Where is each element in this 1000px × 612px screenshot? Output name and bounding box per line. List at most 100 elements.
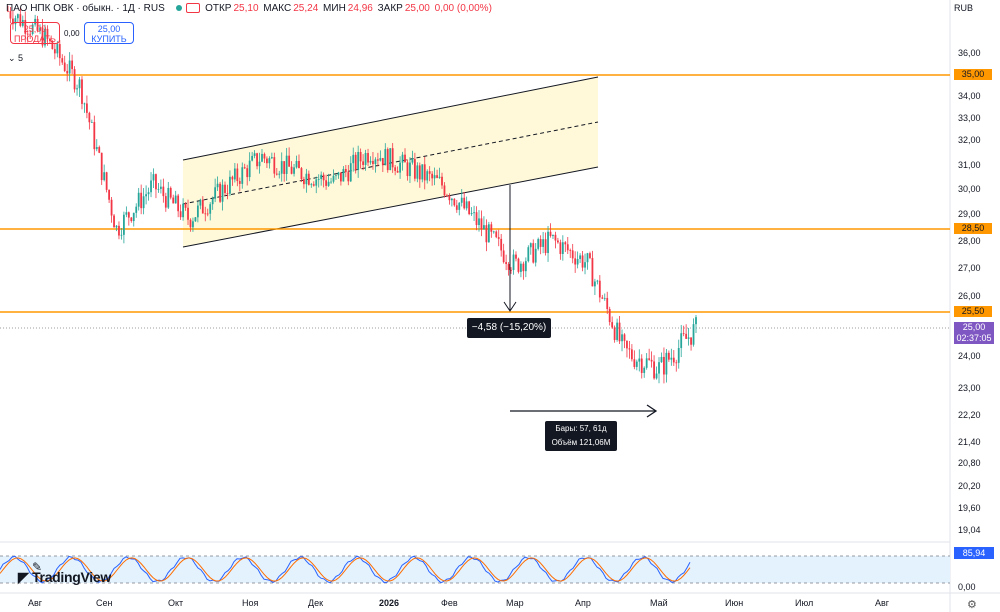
candle-body bbox=[354, 154, 357, 170]
candle-body bbox=[534, 248, 537, 263]
bar-countdown: 02:37:05 bbox=[956, 333, 992, 343]
price-axis-label: 0,00 bbox=[958, 582, 976, 592]
candle-body bbox=[196, 205, 199, 218]
candle-body bbox=[687, 337, 690, 339]
candle-body bbox=[441, 176, 443, 186]
candle-body bbox=[608, 309, 611, 323]
candle-body bbox=[458, 202, 461, 210]
candle-body bbox=[312, 184, 315, 186]
candle-body bbox=[552, 234, 554, 236]
candle-body bbox=[39, 27, 41, 31]
candle-body bbox=[349, 163, 352, 182]
pencil-icon[interactable]: ✎ bbox=[32, 560, 43, 574]
candle-body bbox=[256, 153, 258, 167]
candle-body bbox=[105, 172, 108, 190]
candle-body bbox=[150, 180, 152, 193]
tradingview-logo[interactable]: ◤ TradingView bbox=[18, 569, 111, 586]
level-tag-25-5: 25,50 bbox=[954, 306, 992, 317]
time-axis-label: Сен bbox=[96, 598, 113, 608]
candle-body bbox=[413, 158, 416, 179]
price-range-arrow[interactable] bbox=[503, 185, 517, 312]
candle-body bbox=[391, 148, 394, 168]
date-range-arrow[interactable] bbox=[510, 404, 658, 418]
candle-body bbox=[187, 207, 189, 220]
candle-body bbox=[507, 264, 510, 270]
candle-body bbox=[663, 356, 665, 375]
candle-body bbox=[26, 33, 29, 35]
price-axis-label: 20,20 bbox=[958, 481, 981, 491]
candle-body bbox=[273, 157, 276, 174]
candle-body bbox=[579, 255, 582, 259]
gear-icon[interactable]: ⚙ bbox=[967, 599, 977, 611]
candle-body bbox=[49, 38, 51, 42]
candle-body bbox=[290, 166, 293, 174]
candle-body bbox=[122, 214, 125, 235]
candle-body bbox=[233, 168, 236, 180]
candle-body bbox=[603, 297, 606, 299]
candle-body bbox=[90, 122, 93, 123]
candle-body bbox=[137, 192, 140, 207]
candle-body bbox=[214, 187, 217, 199]
candle-body bbox=[512, 254, 515, 271]
candle-body bbox=[483, 225, 485, 230]
candle-body bbox=[409, 162, 411, 177]
candle-body bbox=[690, 337, 692, 345]
candle-body bbox=[431, 173, 434, 179]
candle-body bbox=[132, 212, 135, 222]
candle-body bbox=[396, 170, 399, 173]
candle-body bbox=[177, 195, 180, 212]
candle-body bbox=[643, 367, 646, 373]
candle-body bbox=[369, 160, 372, 163]
buy-button[interactable]: 25,00 КУПИТЬ bbox=[84, 22, 134, 44]
candle-body bbox=[554, 234, 557, 241]
candle-body bbox=[529, 243, 532, 248]
candle-body bbox=[352, 154, 355, 164]
symbol-title[interactable]: ПАО НПК ОВК · обыкн. · 1Д · RUS bbox=[6, 3, 165, 14]
sell-label: ПРОДАТЬ bbox=[14, 34, 56, 44]
candle-body bbox=[108, 189, 111, 200]
candle-body bbox=[497, 237, 500, 239]
candle-body bbox=[266, 158, 268, 164]
price-axis-label: 19,60 bbox=[958, 503, 981, 513]
candle-body bbox=[201, 199, 204, 214]
candle-body bbox=[386, 149, 389, 171]
candle-body bbox=[157, 188, 160, 190]
indicator-count: 5 bbox=[18, 53, 24, 63]
eye-icon[interactable] bbox=[186, 3, 201, 14]
sell-button[interactable]: 25,00 ПРОДАТЬ bbox=[10, 22, 60, 44]
change-value: 0,00 (0,00%) bbox=[434, 3, 492, 14]
current-price-value: 25,00 bbox=[962, 322, 986, 332]
candle-body bbox=[169, 187, 172, 198]
candle-body bbox=[120, 234, 123, 236]
currency-selector[interactable]: RUB bbox=[954, 3, 974, 13]
candle-body bbox=[423, 164, 426, 181]
candle-body bbox=[362, 161, 364, 165]
close-value: 25,00 bbox=[404, 3, 430, 14]
candle-body bbox=[384, 149, 387, 166]
candle-body bbox=[433, 175, 436, 179]
time-axis-label: Авг bbox=[28, 598, 43, 608]
high-value: 25,24 bbox=[293, 3, 319, 14]
candle-body bbox=[376, 159, 379, 161]
candle-body bbox=[184, 203, 187, 208]
candle-body bbox=[53, 49, 56, 54]
time-axis-label: Июл bbox=[795, 598, 814, 608]
candle-body bbox=[86, 103, 88, 113]
indicators-toggle[interactable]: ⌄ 5 bbox=[8, 53, 23, 64]
candle-body bbox=[167, 187, 170, 208]
candle-body bbox=[95, 147, 98, 150]
candle-body bbox=[16, 14, 19, 19]
candle-body bbox=[515, 254, 517, 259]
candle-body bbox=[517, 258, 520, 272]
candle-body bbox=[66, 70, 69, 74]
candle-body bbox=[645, 358, 648, 368]
candle-body bbox=[630, 349, 633, 360]
candle-body bbox=[665, 352, 668, 375]
candle-body bbox=[44, 28, 46, 46]
price-axis-label: 22,20 bbox=[958, 410, 981, 420]
candle-body bbox=[327, 181, 330, 186]
candle-body bbox=[613, 327, 616, 340]
candle-body bbox=[677, 348, 680, 363]
level-tag-35: 35,00 bbox=[954, 69, 992, 80]
